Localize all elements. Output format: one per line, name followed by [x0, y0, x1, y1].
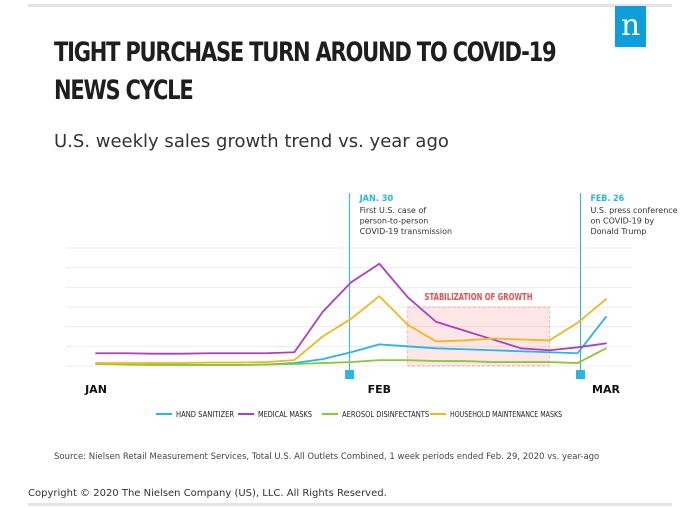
bottom-divider [28, 503, 672, 506]
copyright-notice: Copyright © 2020 The Nielsen Company (US… [28, 488, 387, 499]
annotation-text-line: COVID-19 transmission [360, 227, 452, 236]
legend-label: HOUSEHOLD MAINTENANCE MASKS [450, 410, 562, 419]
page-title: TIGHT PURCHASE TURN AROUND TO COVID-19 N… [54, 37, 557, 106]
source-note: Source: Nielsen Retail Measurement Servi… [54, 452, 600, 462]
series-line [95, 295, 607, 364]
legend-label: AEROSOL DISINFECTANTS [342, 410, 429, 419]
legend-label: MEDICAL MASKS [258, 410, 312, 419]
chart-subtitle: U.S. weekly sales growth trend vs. year … [54, 131, 449, 152]
stabilization-label: STABILIZATION OF GROWTH [425, 292, 533, 303]
sales-growth-chart: STABILIZATION OF GROWTH JAN. 30 First U.S… [66, 193, 678, 419]
annotation-text-line: on COVID-19 by [591, 217, 655, 226]
annotation-markers [345, 370, 585, 379]
annotation-text-line: U.S. press conference [591, 206, 678, 215]
annotation-date: JAN. 30 [359, 194, 394, 204]
legend-label: HAND SANITIZER [176, 410, 234, 419]
annotation-date: FEB. 26 [591, 194, 625, 204]
x-tick-label: FEB [368, 383, 391, 396]
annotation-marker [345, 370, 355, 379]
x-tick-label: MAR [592, 383, 620, 396]
annotation-text-line: Donald Trump [591, 227, 647, 236]
nielsen-logo: n [615, 6, 646, 47]
stabilization-region: STABILIZATION OF GROWTH [407, 292, 550, 367]
x-axis-ticks: JAN FEB MAR [84, 383, 620, 396]
annotation-text-line: First U.S. case of [360, 206, 427, 215]
chart-legend: HAND SANITIZER MEDICAL MASKS AEROSOL DISIN… [156, 410, 562, 419]
x-tick-label: JAN [84, 383, 107, 396]
annotation-marker [576, 370, 585, 379]
annotation-text-line: person-to-person [360, 217, 429, 226]
chart-series [95, 262, 607, 366]
series-line [95, 262, 607, 355]
top-divider [28, 4, 672, 7]
series-line [95, 347, 607, 366]
